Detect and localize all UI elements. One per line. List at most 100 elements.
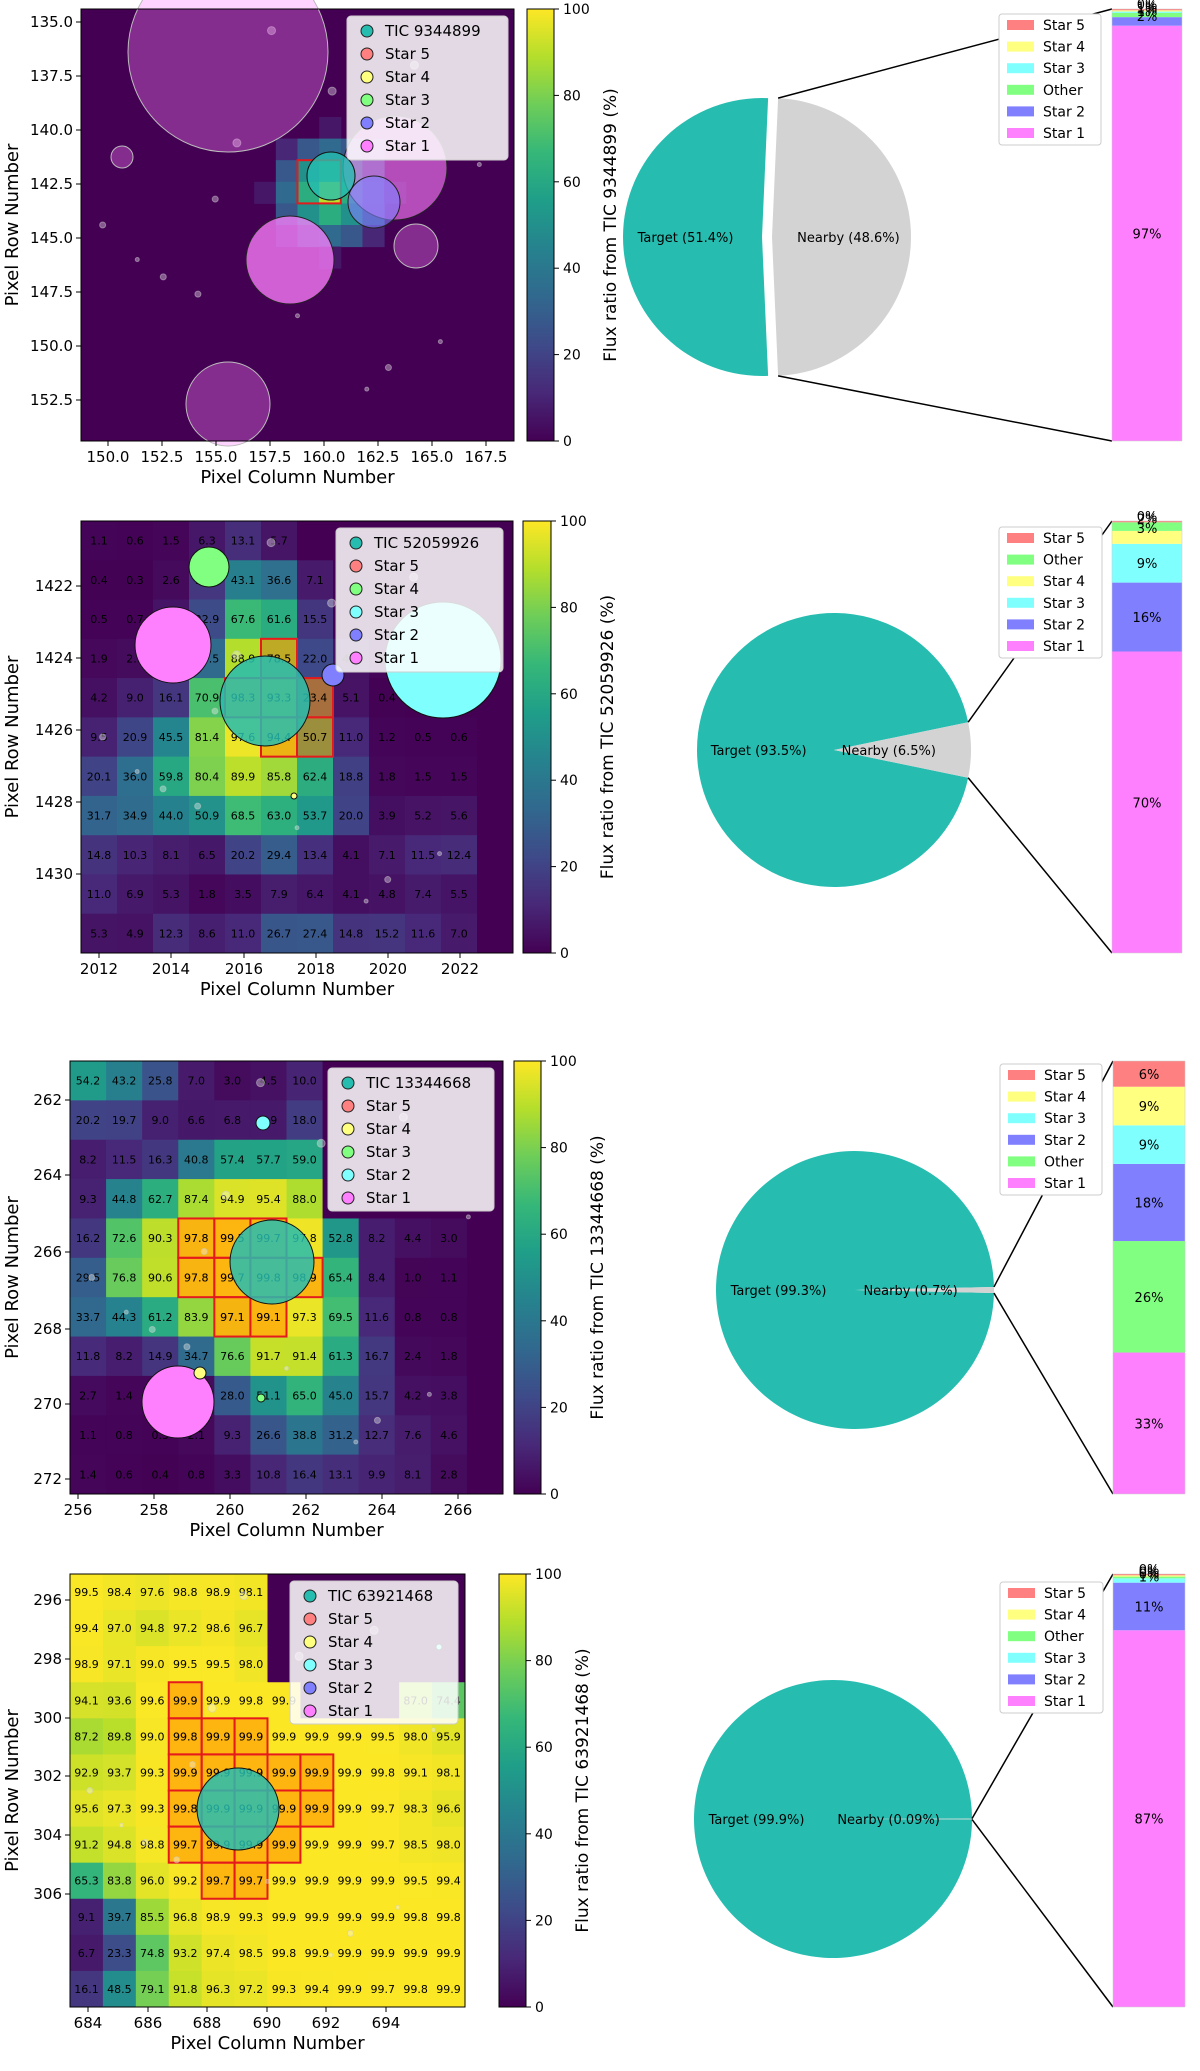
aperture-value-label: 99.9: [173, 1766, 198, 1779]
cell-value-label: 27.4: [303, 927, 328, 940]
cell-value-label: 98.3: [403, 1803, 428, 1816]
y-tick-label: 302: [33, 1767, 62, 1785]
stack-segment: [1112, 11, 1182, 13]
stack-segment-label: 9%: [1139, 1100, 1160, 1115]
stack-legend-swatch-icon: [1007, 128, 1034, 138]
aperture-value-label: 99.9: [305, 1766, 330, 1779]
cell-value-label: 99.4: [436, 1875, 461, 1888]
heatmap-cell: [366, 1970, 400, 2008]
heatmap-cell: [81, 599, 118, 640]
stack-legend-swatch-icon: [1008, 1091, 1035, 1102]
target-star-marker: [290, 792, 298, 800]
heatmap-cell: [81, 560, 118, 601]
nearby-star-marker: [188, 546, 230, 588]
heatmap-cell: [135, 1790, 170, 1828]
heatmap-panel-3: 54.2 43.2 25.8 7.0 3.0 4.5 10.020.2 19.7 9.0 6.6 6…: [2, 1054, 608, 1541]
cell-value-label: 85.8: [267, 770, 292, 783]
stack-legend-swatch-icon: [1008, 1674, 1035, 1685]
heatmap-cell: [106, 1179, 143, 1219]
stack-frame: [1112, 1573, 1186, 2008]
heatmap-cell: [214, 1061, 251, 1101]
heatmap-cell: [432, 1754, 466, 1791]
heatmap-cell: [369, 835, 406, 875]
heatmap-cell: [432, 1898, 466, 1936]
heatmap-cell: [234, 1646, 268, 1683]
stack-segment-label: 2%: [1137, 10, 1158, 25]
cell-value-label: 74.8: [140, 1947, 165, 1960]
stack-legend-swatch-icon: [1008, 1631, 1035, 1642]
cell-value-label: 16.7: [364, 1350, 389, 1363]
heatmap-cell: [214, 1336, 251, 1377]
x-axis-label: Pixel Column Number: [200, 979, 395, 1000]
stack-legend: Star 5 Star 4 Other Star 3 Star 2 Star 1: [999, 1581, 1104, 1714]
target-star-marker: [229, 1219, 315, 1305]
heatmap-cell: [358, 1257, 396, 1298]
heatmap-cell: [333, 1898, 367, 1936]
cell-value-label: 11.5: [411, 849, 436, 862]
cell-value-label: 20.2: [76, 1114, 101, 1127]
y-tick-label: 150.0: [30, 337, 73, 355]
y-tick-label: 296: [33, 1591, 62, 1609]
background-star-marker: [159, 273, 167, 281]
cell-value-label: 4.4: [404, 1232, 422, 1245]
stack-segment: [1112, 17, 1182, 26]
heatmap-cell: [214, 1454, 251, 1495]
background-star-marker: [373, 1416, 381, 1424]
colorbar-tick-label: 0: [563, 434, 572, 450]
heatmap-cell: [261, 874, 298, 915]
stack-legend: Star 5 Other Star 4 Star 3 Star 2 Star 1: [998, 526, 1103, 659]
heatmap-cell: [250, 1139, 287, 1180]
cell-value-label: 98.5: [239, 1947, 264, 1960]
background-star-marker: [183, 1343, 191, 1351]
pie-label-nearby: Nearby (0.7%): [863, 1284, 957, 1299]
cell-value-label: 4.6: [440, 1429, 458, 1442]
cell-value-label: 8.6: [198, 927, 216, 940]
cell-value-label: 29.5: [76, 1272, 101, 1285]
colorbar-label: Flux ratio from TIC 63921468 (%): [573, 1648, 593, 1932]
cell-value-label: 95.9: [436, 1730, 461, 1743]
heatmap-cell: [81, 795, 118, 836]
cell-value-label: 99.9: [436, 1983, 461, 1996]
heatmap-cell: [70, 1574, 104, 1611]
heatmap-cell: [70, 1454, 107, 1495]
heatmap-cell: [405, 835, 442, 875]
cell-value-label: 99.8: [370, 1766, 395, 1779]
legend-marker-icon: [341, 1099, 355, 1113]
nearby-star-marker: [110, 145, 134, 169]
y-tick-label: 272: [33, 1470, 62, 1488]
heatmap-cell: [322, 1257, 360, 1298]
heatmap-cell: [106, 1061, 143, 1101]
heatmap-cell: [319, 117, 342, 140]
cell-value-label: 99.8: [403, 1983, 428, 1996]
heatmap-cell: [394, 1297, 432, 1338]
heatmap-cell: [234, 1934, 268, 1972]
nearby-star-marker: [127, 0, 329, 153]
y-axis-label: Pixel Row Number: [2, 143, 23, 306]
cell-value-label: 1.9: [90, 652, 108, 665]
heatmap-cell: [201, 1574, 236, 1611]
stack-legend-label: Other: [1043, 553, 1083, 569]
cell-value-label: 67.6: [231, 613, 256, 626]
stack-segment: [1113, 1576, 1185, 1579]
heatmap-cell: [117, 913, 154, 954]
cell-value-label: 2.6: [162, 574, 180, 587]
heatmap-cell: [369, 756, 406, 797]
background-star-marker: [221, 1190, 231, 1200]
stack-segment-label: 97%: [1133, 227, 1162, 242]
legend-entry-label: Star 1: [366, 1189, 411, 1207]
background-star-marker: [194, 802, 202, 810]
cell-value-label: 6.5: [198, 849, 216, 862]
cell-value-label: 99.4: [74, 1622, 99, 1635]
cell-value-label: 6.4: [306, 888, 324, 901]
background-star-marker: [188, 1761, 196, 1769]
stack-legend-label: Other: [1044, 1154, 1084, 1170]
pie-label-nearby: Nearby (0.09%): [837, 1813, 940, 1828]
cell-value-label: 0.7: [126, 613, 144, 626]
cell-value-label: 2.7: [79, 1390, 97, 1403]
background-star-marker: [118, 1822, 124, 1828]
background-star-marker: [316, 1138, 326, 1148]
x-tick-label: 2020: [369, 960, 407, 978]
heatmap-cell: [70, 1610, 104, 1647]
legend-box: [346, 15, 509, 161]
